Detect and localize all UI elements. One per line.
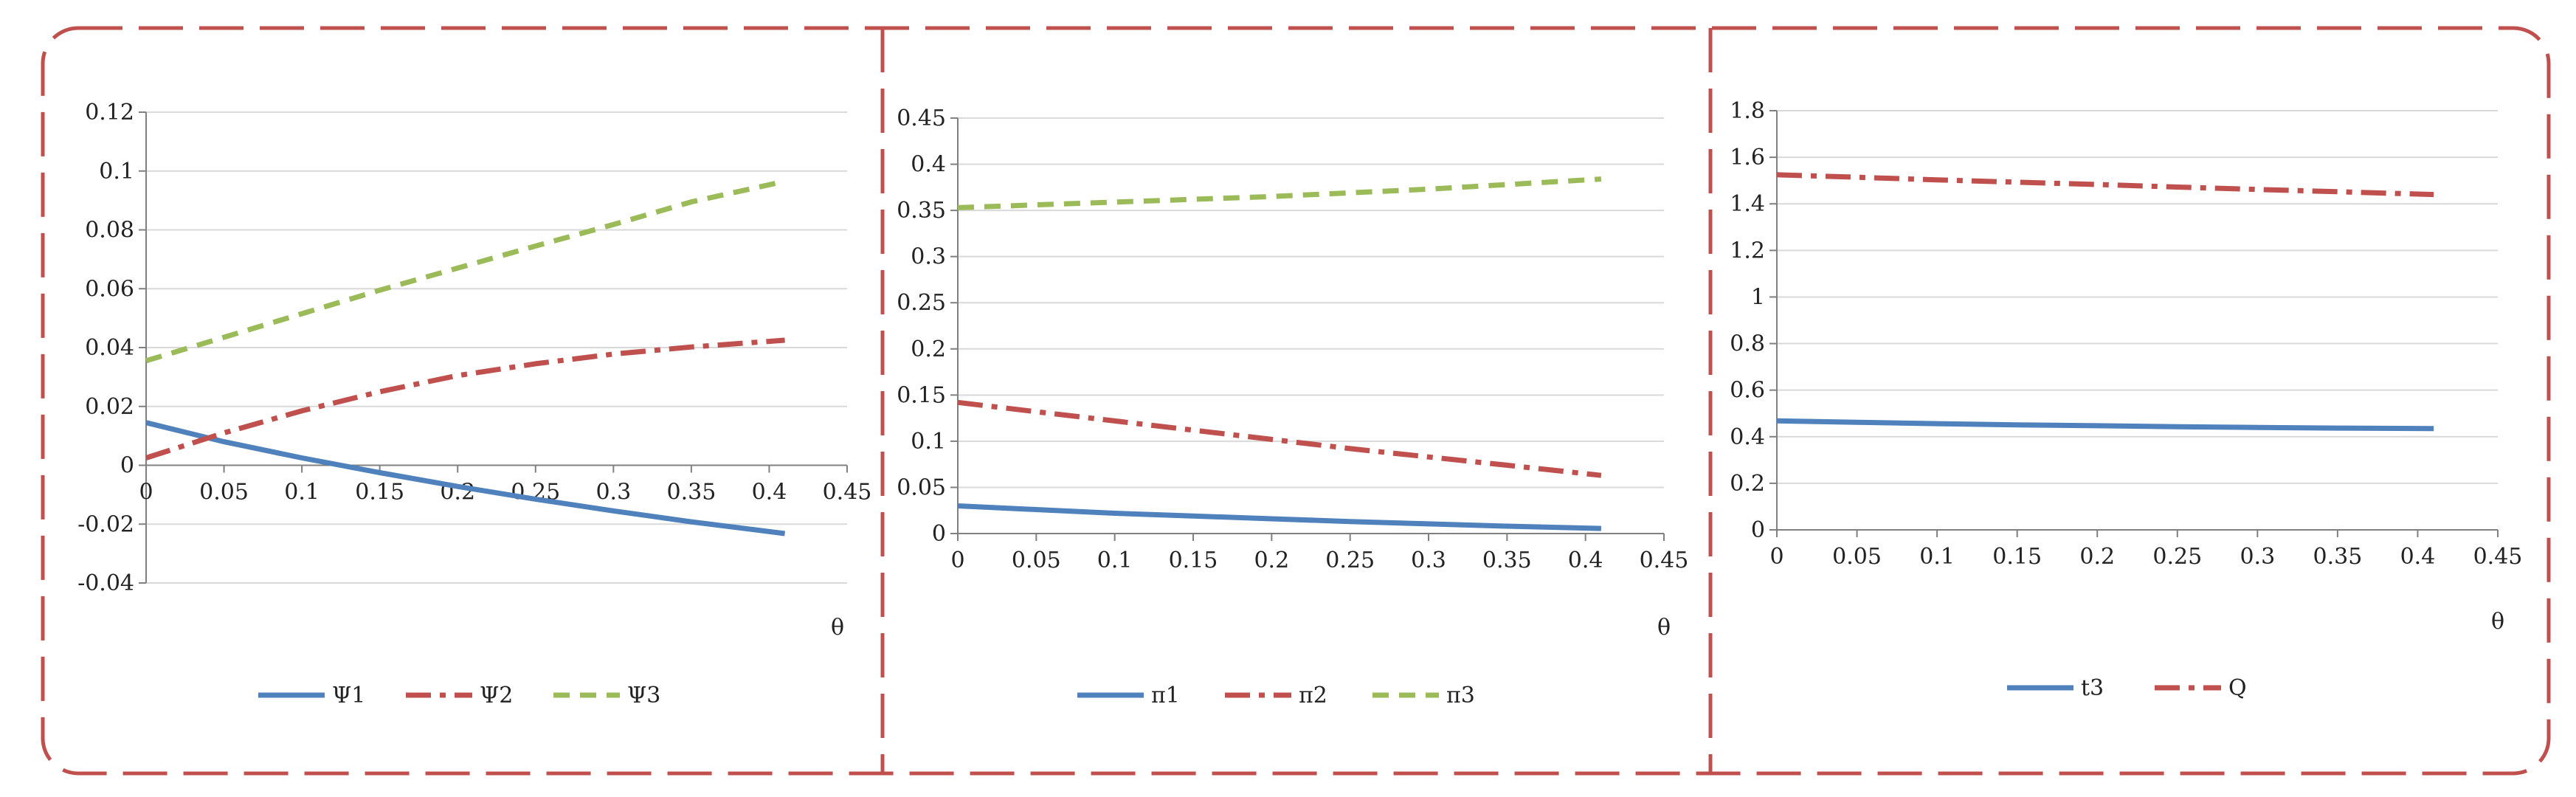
y-tick-label: 1.4 bbox=[1730, 191, 1765, 217]
y-tick-label: 0.04 bbox=[85, 335, 134, 361]
x-tick-label: 0.1 bbox=[1097, 548, 1133, 573]
y-tick-label: 0.8 bbox=[1730, 331, 1765, 357]
x-tick-label: 0.15 bbox=[355, 480, 404, 506]
y-tick-label: 0.12 bbox=[85, 100, 134, 125]
x-tick-label: 0 bbox=[1769, 544, 1783, 570]
dashed-frame bbox=[41, 26, 2551, 776]
x-tick-label: 0 bbox=[139, 480, 153, 506]
x-tick-label: 0.35 bbox=[2313, 544, 2362, 570]
y-tick-label: 0.15 bbox=[897, 382, 946, 408]
y-tick-label: 0.35 bbox=[897, 198, 946, 224]
x-tick-label: 0.05 bbox=[1012, 548, 1061, 573]
chart-panel-pi: 0 0.05 0.1 0.15 0.2 0.25 0.3 0.35 0.4 0.45 0 0.05 0.… bbox=[897, 106, 1688, 708]
x-tick-label: 0.1 bbox=[284, 480, 320, 506]
x-tick-label: 0.3 bbox=[2240, 544, 2275, 570]
y-tick-label: 0 bbox=[1751, 517, 1765, 543]
x-axis-title: θ bbox=[1657, 615, 1671, 641]
y-tick-label: 0.2 bbox=[911, 337, 946, 362]
y-tick-label: -0.02 bbox=[77, 511, 134, 537]
y-tick-label: 0.06 bbox=[85, 276, 134, 302]
legend-item: Ψ2 bbox=[406, 683, 513, 708]
y-tick-label: 1.8 bbox=[1730, 98, 1765, 124]
x-tick-label: 0.45 bbox=[823, 480, 872, 506]
y-tick-label: 0.08 bbox=[85, 218, 134, 244]
x-tick-label: 0.3 bbox=[1411, 548, 1446, 573]
legend-label: π2 bbox=[1299, 683, 1327, 708]
y-tick-label: 0 bbox=[932, 521, 946, 547]
legend-item: t3 bbox=[2007, 675, 2104, 701]
series-line-1 bbox=[957, 503, 1601, 531]
series-line-3 bbox=[145, 179, 786, 364]
x-tick-label: 0.25 bbox=[2152, 544, 2202, 570]
legend-item: Ψ3 bbox=[553, 683, 660, 708]
series-line-2 bbox=[957, 399, 1602, 478]
x-tick-label: 0.2 bbox=[1254, 548, 1289, 573]
x-tick-label: 0.4 bbox=[752, 480, 787, 506]
x-tick-label: 0.05 bbox=[1832, 544, 1882, 570]
x-tick-label: 0.25 bbox=[1325, 548, 1375, 573]
x-tick-label: 0.3 bbox=[595, 480, 631, 506]
x-tick-label: 0.4 bbox=[1568, 548, 1603, 573]
y-tick-label: 0.45 bbox=[897, 106, 946, 131]
y-tick-label: 1.2 bbox=[1730, 238, 1765, 263]
series-line-1 bbox=[1776, 418, 2434, 432]
y-tick-label: 0.25 bbox=[897, 290, 946, 316]
x-tick-label: 0.45 bbox=[1640, 548, 1689, 573]
legend-label: π1 bbox=[1151, 683, 1180, 708]
x-tick-label: 0.35 bbox=[1482, 548, 1532, 573]
x-tick-label: 0.4 bbox=[2400, 544, 2436, 570]
outer-frame-border bbox=[41, 26, 2551, 776]
legend-label: Q bbox=[2228, 675, 2247, 701]
legend-label: Ψ3 bbox=[627, 683, 660, 708]
y-tick-label: 1 bbox=[1751, 284, 1765, 310]
series-line-1 bbox=[145, 420, 786, 536]
y-tick-label: 0.1 bbox=[911, 429, 946, 455]
x-tick-label: 0.05 bbox=[199, 480, 249, 506]
y-tick-label: 0.6 bbox=[1730, 378, 1765, 404]
x-tick-label: 0.15 bbox=[1169, 548, 1218, 573]
legend-label: π3 bbox=[1446, 683, 1475, 708]
x-tick-label: 0.35 bbox=[666, 480, 716, 506]
legend-item: π1 bbox=[1077, 683, 1180, 708]
y-tick-label: 0.4 bbox=[1730, 424, 1765, 450]
y-tick-label: 0.05 bbox=[897, 475, 946, 500]
y-tick-label: 1.6 bbox=[1730, 145, 1765, 170]
x-tick-label: 0.1 bbox=[1919, 544, 1955, 570]
y-tick-label: 0 bbox=[120, 453, 134, 479]
legend-label: Ψ1 bbox=[332, 683, 365, 708]
series-line-3 bbox=[957, 176, 1602, 210]
y-tick-label: 0.2 bbox=[1730, 471, 1765, 497]
y-tick-label: 0.1 bbox=[99, 159, 134, 184]
legend-item: Q bbox=[2155, 675, 2247, 701]
x-tick-label: 0.2 bbox=[2079, 544, 2115, 570]
legend-item: Ψ1 bbox=[258, 683, 365, 708]
x-axis-title: θ bbox=[2491, 609, 2504, 635]
legend-label: t3 bbox=[2081, 675, 2104, 701]
series-line-2 bbox=[1776, 172, 2434, 198]
legend-item: π3 bbox=[1372, 683, 1475, 708]
y-tick-label: 0.3 bbox=[911, 244, 946, 270]
x-axis-title: θ bbox=[831, 615, 844, 641]
legend-item: π2 bbox=[1225, 683, 1327, 708]
y-tick-label: 0.4 bbox=[911, 152, 946, 178]
series-line-2 bbox=[145, 337, 785, 460]
legend-label: Ψ2 bbox=[480, 683, 513, 708]
y-tick-label: -0.04 bbox=[77, 570, 134, 596]
chart-panel-t3-q: 0 0.2 0.4 0.6 0.8 1 1.2 1.4 1.6 1.8 0 0.05 0.1 0.15 0.… bbox=[1730, 98, 2522, 701]
x-tick-label: 0.15 bbox=[1992, 544, 2042, 570]
y-tick-label: 0.02 bbox=[85, 394, 134, 420]
x-tick-label: 0 bbox=[950, 548, 964, 573]
x-tick-label: 0.45 bbox=[2473, 544, 2523, 570]
